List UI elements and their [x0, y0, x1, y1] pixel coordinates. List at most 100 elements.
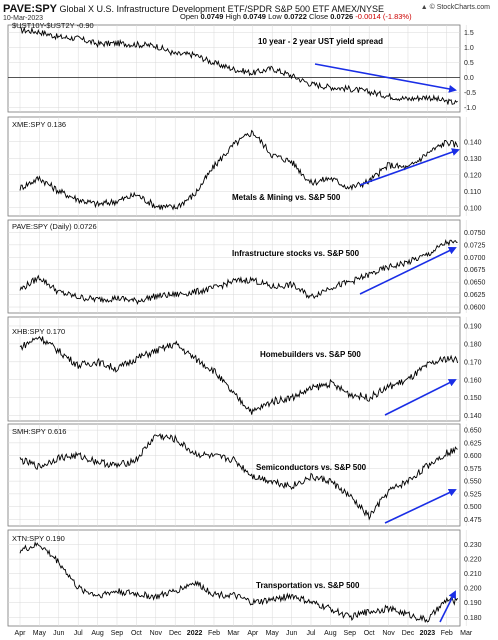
y-tick-label: 0.625 — [464, 440, 482, 447]
change-value: -0.0014 (-1.83%) — [355, 12, 412, 21]
close-label: Close — [308, 12, 329, 21]
y-tick-label: 0.525 — [464, 491, 482, 498]
y-tick-label: -1.0 — [464, 105, 476, 112]
y-tick-label: 0.0625 — [464, 292, 486, 299]
y-tick-label: 0.210 — [464, 571, 482, 578]
trend-arrow — [314, 63, 457, 93]
y-tick-label: 0.0600 — [464, 305, 486, 312]
y-tick-label: 0.650 — [464, 428, 482, 435]
series-line — [19, 541, 458, 624]
symbol-description: Global X U.S. Infrastructure Development… — [59, 4, 384, 14]
chart-panel-4: 0.190 0.180 0.170 0.160 0.150 0.140 XHB:SPY 0.… — [7, 316, 482, 422]
chart-annotation: Homebuilders vs. S&P 500 — [260, 350, 361, 359]
series-line — [19, 238, 458, 306]
y-tick-label: 0.100 — [464, 205, 482, 212]
x-tick-label: Jul — [74, 630, 83, 637]
y-tick-label: 0.0725 — [464, 242, 486, 249]
y-tick-label: 0.600 — [464, 453, 482, 460]
y-tick-label: 0.140 — [464, 413, 482, 420]
chart-panel-2: 0.140 0.130 0.120 0.110 0.100 XME:SPY 0.136 Me… — [7, 116, 482, 217]
close-value: 0.0726 — [330, 12, 354, 21]
panel-frame — [7, 116, 461, 217]
x-tick-label: Feb — [441, 630, 453, 637]
y-tick-label: -0.5 — [464, 90, 476, 97]
series-legend: SMH:SPY 0.616 — [12, 427, 66, 436]
x-tick-label: Aug — [91, 630, 104, 637]
chart-annotation: Semiconductors vs. S&P 500 — [256, 463, 367, 472]
x-tick-label: Jun — [286, 630, 297, 637]
x-tick-label: Dec — [402, 630, 415, 637]
y-tick-label: 0.0700 — [464, 255, 486, 262]
y-tick-label: 1.5 — [464, 30, 474, 37]
x-tick-label: Sep — [111, 630, 124, 637]
series-legend: XME:SPY 0.136 — [12, 120, 66, 129]
x-tick-label: Feb — [208, 630, 220, 637]
x-tick-label: Aug — [324, 630, 337, 637]
y-tick-label: 0.130 — [464, 156, 482, 163]
chart-annotation: Metals & Mining vs. S&P 500 — [232, 193, 341, 202]
x-tick-label: Sep — [344, 630, 357, 637]
x-tick-label: May — [266, 630, 280, 637]
chart-date: 10-Mar-2023 — [3, 15, 44, 22]
high-label: High — [225, 12, 241, 21]
series-legend: PAVE:SPY (Daily) 0.0726 — [12, 222, 97, 231]
y-tick-label: 0.550 — [464, 479, 482, 486]
series-legend: $UST10Y-$UST2Y -0.90 — [12, 21, 94, 30]
x-tick-label: Mar — [460, 630, 473, 637]
y-tick-label: 0.475 — [464, 517, 482, 524]
x-tick-label: Apr — [247, 630, 259, 637]
chart-panel-3: 0.0750 0.0725 0.0700 0.0675 0.0650 0.0625 0.06… — [7, 219, 486, 314]
trend-arrow — [439, 590, 456, 623]
chart-annotation: Transportation vs. S&P 500 — [256, 581, 360, 590]
x-tick-label: Nov — [382, 630, 395, 637]
chart-title: PAVE:SPY Global X U.S. Infrastructure De… — [3, 3, 384, 15]
x-tick-label: Oct — [131, 630, 142, 637]
y-tick-label: 0.150 — [464, 395, 482, 402]
x-tick-label: Dec — [169, 630, 182, 637]
open-label: Open — [180, 12, 199, 21]
y-tick-label: 0.170 — [464, 359, 482, 366]
trend-arrow — [384, 488, 457, 524]
series-line — [19, 26, 458, 105]
y-tick-label: 0.500 — [464, 504, 482, 511]
x-tick-label: Jun — [53, 630, 64, 637]
y-tick-label: 0.220 — [464, 557, 482, 564]
x-tick-label: 2022 — [187, 630, 203, 637]
series-line — [19, 433, 458, 521]
panel-frame — [7, 423, 461, 527]
y-tick-label: 0.0675 — [464, 267, 486, 274]
brand-text: © StockCharts.com — [429, 4, 490, 11]
x-tick-label: Oct — [364, 630, 375, 637]
y-tick-label: 0.0650 — [464, 280, 486, 287]
high-value: 0.0749 — [243, 12, 266, 21]
x-tick-label: Mar — [227, 630, 240, 637]
brand: ▲ © StockCharts.com — [421, 4, 490, 11]
trend-arrow — [384, 379, 457, 416]
chart-annotation: Infrastructure stocks vs. S&P 500 — [232, 249, 360, 258]
series-line — [19, 336, 459, 415]
y-tick-label: 1.0 — [464, 45, 474, 52]
open-value: 0.0749 — [200, 12, 224, 21]
y-tick-label: 0.230 — [464, 542, 482, 549]
y-tick-label: 0.110 — [464, 189, 481, 196]
y-tick-label: 0.5 — [464, 60, 474, 67]
chart-panel-5: 0.650 0.625 0.600 0.575 0.550 0.525 0.500 0.475… — [7, 423, 482, 527]
y-tick-label: 0.140 — [464, 139, 482, 146]
y-tick-label: 0.190 — [464, 323, 482, 330]
chart-panel-1: 1.5 1.0 0.5 0.0 -0.5 -1.0 $UST10Y-$UST2Y -0.90… — [7, 21, 476, 113]
series-legend: XHB:SPY 0.170 — [12, 327, 65, 336]
y-tick-label: 0.120 — [464, 172, 482, 179]
x-tick-label: Nov — [150, 630, 163, 637]
x-tick-label: Jul — [307, 630, 316, 637]
x-tick-label: May — [33, 630, 47, 637]
stockcharts-logo-icon: ▲ — [420, 4, 428, 11]
x-axis: Apr May Jun Jul Aug Sep Oct Nov Dec 2022 Feb Mar Apr… — [15, 630, 473, 637]
y-tick-label: 0.0 — [464, 75, 474, 82]
symbol: PAVE:SPY — [3, 3, 57, 15]
series-line — [19, 129, 459, 211]
low-label: Low — [268, 12, 282, 21]
low-value: 0.0722 — [283, 12, 307, 21]
chart-panel-6: 0.230 0.220 0.210 0.200 0.190 0.180 XTN:SPY 0.… — [7, 529, 482, 627]
ohlc-readout: Open 0.0749 High 0.0749 Low 0.0722 Close… — [180, 12, 412, 21]
